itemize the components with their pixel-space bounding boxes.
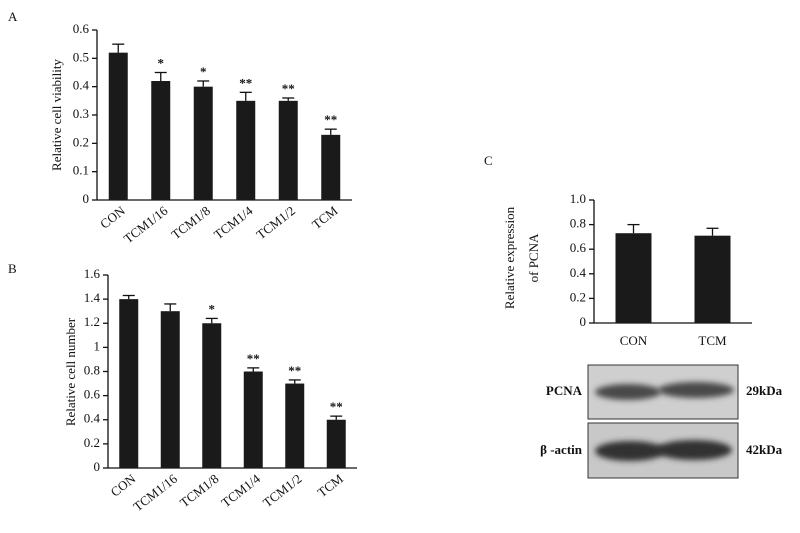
x-tick-label: CON (620, 333, 648, 348)
y-tick-label: 0.6 (84, 387, 101, 402)
y-axis-label: Relative cell number (63, 317, 78, 426)
y-tick-label: 0.4 (73, 78, 90, 93)
x-tick-label: CON (97, 203, 128, 232)
y-axis-label: Relative expression (502, 206, 517, 309)
bar (202, 323, 222, 468)
y-tick-label: 0.4 (570, 265, 587, 280)
y-tick-label: 0.6 (73, 21, 90, 36)
bar (193, 86, 213, 200)
blot-size: 42kDa (746, 442, 783, 457)
x-tick-label: TCM (698, 333, 727, 348)
y-axis-label: Relative cell viability (49, 59, 64, 171)
y-tick-label: 1.2 (84, 314, 100, 329)
significance: ** (324, 112, 337, 127)
y-tick-label: 0 (94, 459, 101, 474)
x-tick-label: TCM1/2 (260, 471, 305, 510)
y-tick-label: 0.4 (84, 411, 101, 426)
bar (694, 235, 731, 323)
x-tick-label: TCM1/16 (130, 471, 180, 515)
significance: ** (247, 351, 260, 366)
blot-size: 29kDa (746, 383, 783, 398)
x-tick-label: TCM1/8 (177, 471, 222, 510)
bar (243, 371, 263, 468)
panel-label: C (484, 153, 493, 168)
significance: * (200, 64, 207, 79)
y-tick-label: 0.8 (84, 362, 100, 377)
y-tick-label: 0.5 (73, 49, 89, 64)
significance: * (158, 55, 165, 70)
y-tick-label: 0.6 (570, 240, 587, 255)
y-tick-label: 1.4 (84, 290, 101, 305)
y-axis-label: of PCNA (526, 233, 541, 282)
bar (236, 100, 256, 200)
bar (160, 311, 180, 468)
blot-band (595, 441, 665, 461)
y-tick-label: 0.2 (73, 134, 89, 149)
x-tick-label: TCM1/16 (121, 203, 171, 247)
y-tick-label: 1.6 (84, 266, 101, 281)
y-tick-label: 1 (94, 338, 101, 353)
significance: ** (239, 75, 252, 90)
blot-label: β -actin (540, 442, 583, 457)
x-tick-label: TCM1/8 (168, 203, 213, 242)
y-tick-label: 0.8 (570, 216, 586, 231)
panel-label: B (8, 261, 17, 276)
blot-band (595, 384, 661, 400)
y-tick-label: 0.2 (84, 435, 100, 450)
blot-label: PCNA (546, 383, 583, 398)
significance: ** (330, 399, 343, 414)
y-tick-label: 0 (83, 191, 90, 206)
blot-band (656, 440, 732, 460)
significance: ** (282, 81, 295, 96)
x-tick-label: TCM (309, 203, 341, 232)
blot-band (658, 382, 734, 398)
panel-label: A (8, 9, 18, 24)
y-tick-label: 1.0 (570, 191, 586, 206)
x-tick-label: CON (108, 471, 139, 500)
y-tick-label: 0.3 (73, 106, 89, 121)
bar (151, 81, 171, 200)
bar (321, 134, 341, 200)
x-tick-label: TCM1/4 (211, 203, 256, 243)
significance: * (209, 301, 216, 316)
x-tick-label: TCM (314, 471, 346, 500)
bar (108, 52, 128, 200)
y-tick-label: 0 (580, 314, 587, 329)
y-tick-label: 0.1 (73, 163, 89, 178)
bar (615, 233, 652, 323)
bar (119, 299, 139, 468)
x-tick-label: TCM1/2 (253, 203, 298, 242)
bar (326, 419, 346, 468)
bar (278, 100, 298, 200)
significance: ** (288, 363, 301, 378)
western-blot (587, 364, 739, 479)
bar (285, 383, 305, 468)
y-tick-label: 0.2 (570, 289, 586, 304)
x-tick-label: TCM1/4 (218, 471, 263, 511)
